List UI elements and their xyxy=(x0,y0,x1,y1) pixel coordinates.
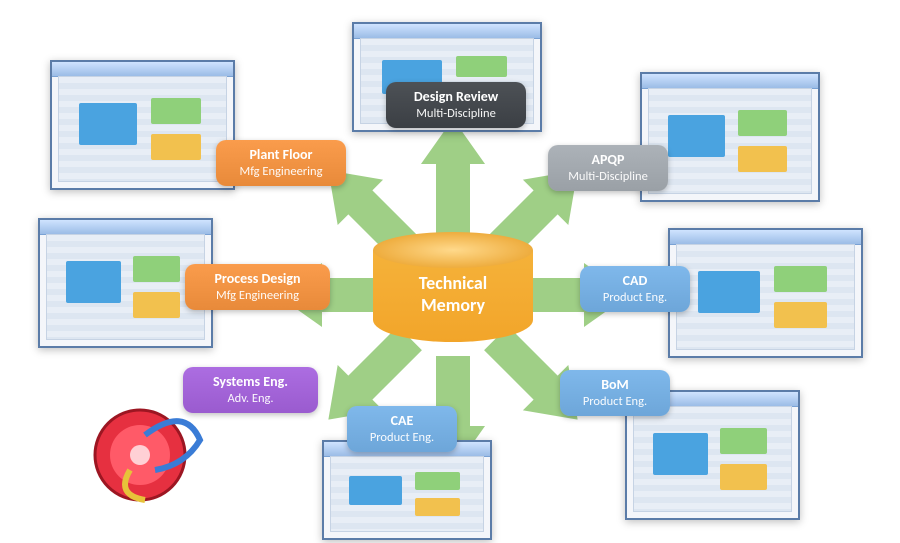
node-subtitle: Adv. Eng. xyxy=(195,390,306,407)
node-subtitle: Mfg Engineering xyxy=(197,287,318,304)
node-title: Design Review xyxy=(398,88,514,105)
node-bom: BoMProduct Eng. xyxy=(560,370,670,416)
node-subtitle: Mfg Engineering xyxy=(228,163,334,180)
node-title: APQP xyxy=(560,151,656,168)
node-plant-floor: Plant FloorMfg Engineering xyxy=(216,140,346,186)
screenshot-cae xyxy=(322,440,492,540)
node-apqp: APQPMulti-Discipline xyxy=(548,145,668,191)
screenshot-plant-floor xyxy=(50,60,235,190)
node-process-design: Process DesignMfg Engineering xyxy=(185,264,330,310)
node-title: BoM xyxy=(572,376,658,393)
node-title: CAE xyxy=(359,412,445,429)
node-title: Process Design xyxy=(197,270,318,287)
node-title: Plant Floor xyxy=(228,146,334,163)
node-subtitle: Product Eng. xyxy=(592,289,678,306)
node-title: Systems Eng. xyxy=(195,373,306,390)
node-subtitle: Product Eng. xyxy=(359,429,445,446)
screenshot-cad xyxy=(668,228,863,358)
node-design-review: Design ReviewMulti-Discipline xyxy=(386,82,526,128)
node-subtitle: Multi-Discipline xyxy=(560,168,656,185)
center-cylinder: Technical Memory xyxy=(373,232,533,342)
node-cad: CADProduct Eng. xyxy=(580,266,690,312)
node-subtitle: Multi-Discipline xyxy=(398,105,514,122)
node-cae: CAEProduct Eng. xyxy=(347,406,457,452)
center-title: Technical Memory xyxy=(373,272,533,316)
node-subtitle: Product Eng. xyxy=(572,393,658,410)
diagram-canvas: Technical Memory Design ReviewMulti-Disc… xyxy=(0,0,900,543)
node-title: CAD xyxy=(592,272,678,289)
arrow-design-review xyxy=(419,117,487,235)
node-systems-eng: Systems Eng.Adv. Eng. xyxy=(183,367,318,413)
